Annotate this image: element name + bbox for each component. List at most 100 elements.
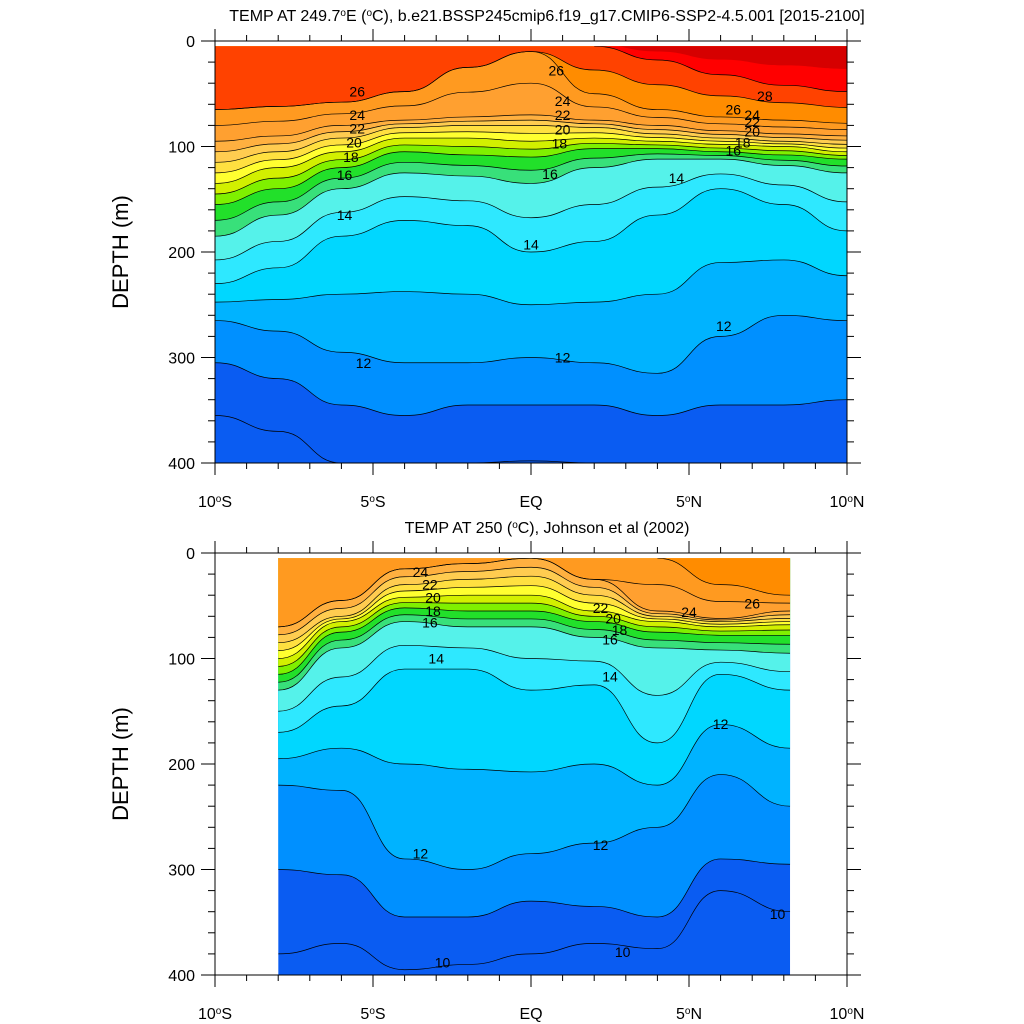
x-tick-label-part: S: [375, 494, 386, 511]
fill-band-29: [619, 46, 847, 69]
chart-title-part: o: [340, 8, 346, 19]
isotherm-21: [215, 131, 847, 174]
x-tick-label-part: S: [221, 494, 232, 511]
contour-label: 16: [725, 143, 741, 159]
isotherm-14: [278, 668, 791, 744]
isotherm-16: [278, 621, 791, 691]
x-tick-label-part: o: [369, 494, 375, 505]
x-tick-label: 5oN: [676, 1006, 702, 1024]
contour-label: 24: [349, 107, 365, 123]
chart-title-part: TEMP AT 250 (: [405, 520, 513, 537]
isotherm-10: [278, 890, 791, 971]
isotherm-26: [657, 558, 791, 596]
contour-label: 14: [669, 170, 685, 186]
x-tick-label-part: 10: [830, 1006, 848, 1023]
y-tick-label: 0: [186, 34, 195, 51]
y-tick-label: 400: [168, 968, 195, 985]
x-tick-label-part: EQ: [519, 494, 542, 511]
isotherm-12: [278, 774, 791, 870]
y-tick-label: 100: [168, 140, 195, 157]
contour-label: 24: [413, 564, 429, 580]
isotherm-11: [215, 362, 847, 416]
isotherm-15: [278, 644, 791, 712]
isotherm-18: [278, 607, 791, 675]
x-tick-label-part: S: [375, 1006, 386, 1023]
isotherm-25: [215, 82, 847, 130]
isotherm-18: [215, 148, 847, 205]
contour-label: 22: [422, 577, 438, 593]
chart-title-part: C), Johnson et al (2002): [518, 520, 690, 537]
contour-label: 16: [542, 166, 558, 182]
contour-label: 12: [713, 716, 729, 732]
contour-label: 20: [744, 124, 760, 140]
contour-label: 26: [725, 102, 741, 118]
isotherm-25: [278, 558, 791, 628]
contour-label: 20: [555, 122, 571, 138]
contour-label: 10: [615, 944, 631, 960]
x-tick-label: EQ: [519, 494, 542, 511]
isotherm-11: [278, 858, 791, 918]
fill-band-25: [278, 558, 791, 627]
y-tick-label: 200: [168, 245, 195, 262]
contour-label: 26: [349, 84, 365, 100]
x-tick-label: 10oS: [198, 1006, 232, 1024]
contour-label: 12: [413, 846, 429, 862]
isotherm-17: [278, 614, 791, 683]
chart-title-part: E (: [346, 8, 367, 25]
contour-label: 22: [349, 121, 365, 137]
contour-label: 18: [735, 134, 751, 150]
contour-label: 22: [555, 107, 571, 123]
contour-label: 18: [612, 622, 628, 638]
x-tick-label-part: N: [690, 1006, 702, 1023]
contour-label: 22: [744, 114, 760, 130]
chart-title-part: o: [512, 520, 518, 531]
x-tick-label-part: N: [690, 494, 702, 511]
contour-label: 16: [337, 167, 353, 183]
y-tick-label: 100: [168, 652, 195, 669]
chart-title-part: o: [366, 8, 372, 19]
contour-label: 18: [343, 149, 359, 165]
isotherm-20: [278, 594, 791, 659]
contour-label: 24: [681, 604, 697, 620]
isotherm-22: [215, 125, 847, 163]
x-tick-label-part: N: [853, 1006, 865, 1023]
chart-title: TEMP AT 250 (oC), Johnson et al (2002): [405, 520, 690, 538]
x-tick-label-part: 5: [676, 494, 685, 511]
x-tick-label-part: S: [221, 1006, 232, 1023]
isotherm-19: [215, 142, 847, 195]
isotherm-27: [215, 51, 847, 110]
contour-fill-group: [215, 46, 847, 464]
isotherm-22: [278, 575, 791, 644]
y-tick-label: 300: [168, 351, 195, 368]
contour-label: 12: [555, 350, 571, 366]
y-axis-title: DEPTH (m): [108, 195, 133, 309]
isotherm-13: [215, 259, 847, 306]
contour-label: 18: [552, 135, 568, 151]
contour-label: 12: [356, 355, 372, 371]
x-tick-label-part: N: [853, 494, 865, 511]
contour-label: 14: [337, 207, 353, 223]
contour-label: 12: [593, 837, 609, 853]
isotherm-23: [278, 566, 791, 636]
x-tick-label-part: o: [685, 1006, 691, 1017]
x-tick-label-part: 5: [676, 1006, 685, 1023]
x-tick-label-part: o: [216, 494, 222, 505]
x-tick-label-part: 10: [830, 494, 848, 511]
contour-label: 14: [428, 651, 444, 667]
isotherm-24: [215, 114, 847, 142]
isotherm-15: [215, 173, 847, 261]
x-tick-label: 10oN: [830, 494, 865, 512]
contour-label: 16: [422, 615, 438, 631]
x-tick-label-part: o: [369, 1006, 375, 1017]
contour-label: 26: [548, 63, 564, 79]
x-tick-label-part: o: [847, 494, 853, 505]
contour-label: 20: [425, 589, 441, 605]
x-tick-label-part: o: [216, 1006, 222, 1017]
x-tick-label: 5oN: [676, 494, 702, 512]
contour-label: 16: [602, 632, 618, 648]
x-tick-label: 10oS: [198, 494, 232, 512]
isotherm-17: [215, 153, 847, 221]
contour-label: 12: [716, 318, 732, 334]
x-tick-label-part: 5: [360, 1006, 369, 1023]
